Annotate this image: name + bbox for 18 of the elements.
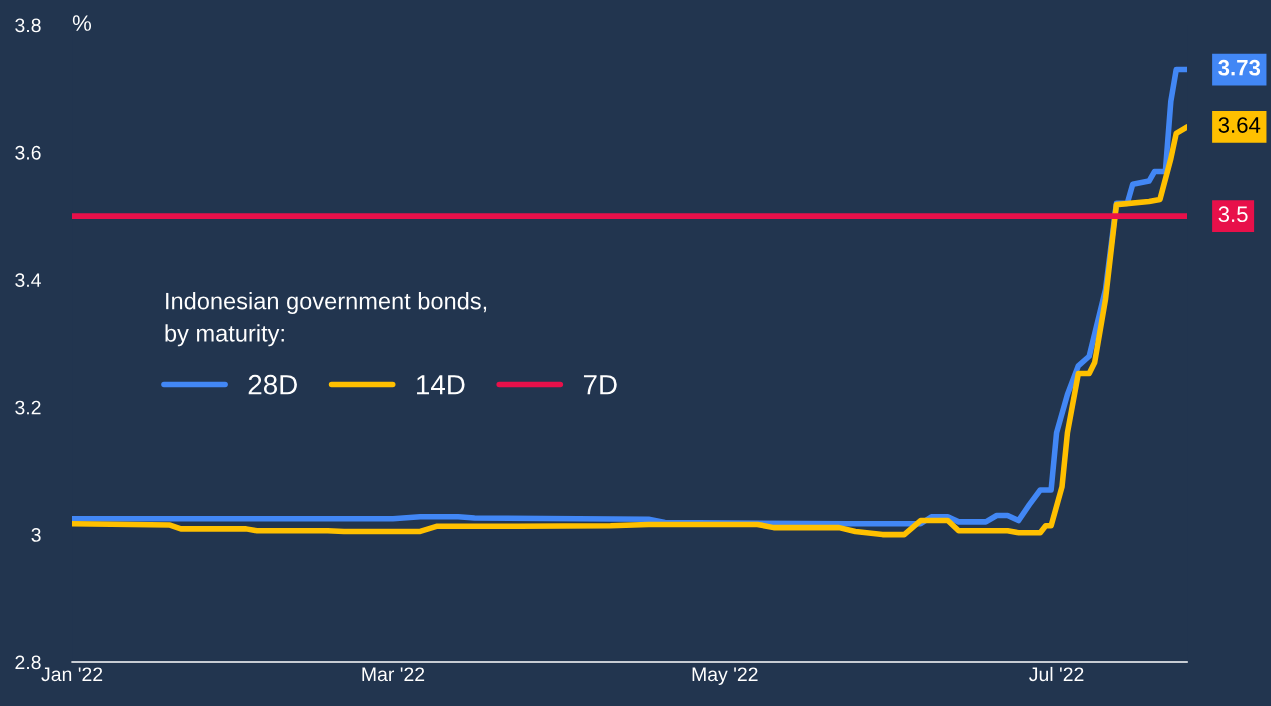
- y-tick-label: 3.4: [15, 273, 41, 288]
- legend-title: Indonesian government bonds, by maturity:: [165, 292, 487, 347]
- data-label: 3.64: [1218, 117, 1261, 133]
- y-tick-label: 3: [31, 528, 41, 542]
- y-tick-label: 3.2: [15, 400, 41, 415]
- legend-label: 14D: [417, 375, 465, 395]
- y-tick-label: 3.6: [15, 145, 41, 160]
- data-label: 3.73: [1218, 59, 1261, 76]
- legend-label: 7D: [583, 375, 617, 395]
- legend-label: 28D: [248, 374, 297, 395]
- x-tick-label: Mar '22: [362, 667, 425, 682]
- y-axis-title: %: [72, 15, 92, 31]
- y-tick-label: 3.8: [15, 18, 41, 33]
- x-tick-label: May '22: [692, 667, 758, 685]
- x-tick-label: Jul '22: [1029, 666, 1084, 682]
- y-tick-label: 2.8: [15, 655, 41, 670]
- x-tick-label: Jan '22: [41, 667, 103, 682]
- data-label: 3.5: [1218, 206, 1248, 223]
